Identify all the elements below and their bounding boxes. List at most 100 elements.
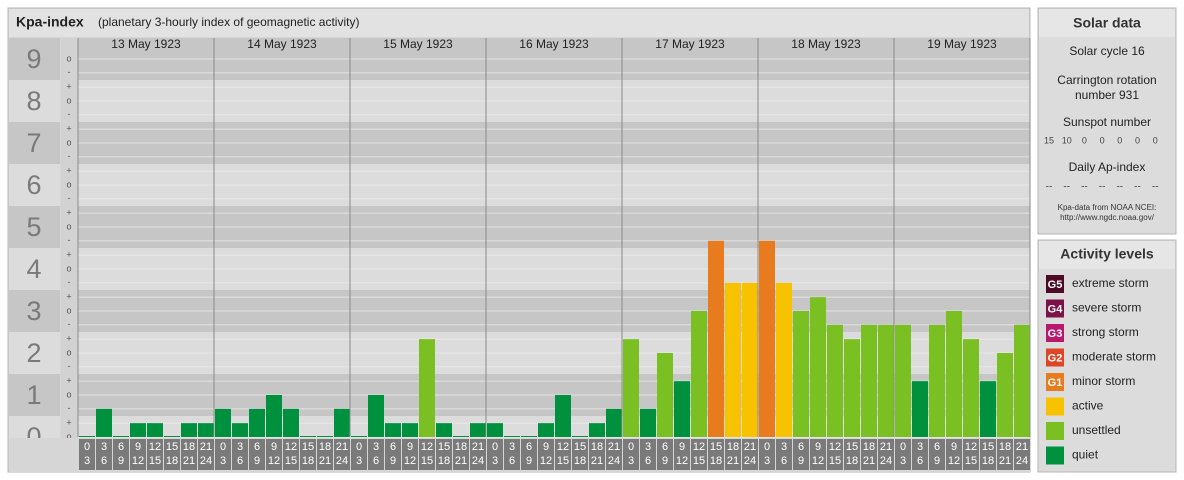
hour-box [300, 439, 316, 470]
legend-badge: G3 [1048, 328, 1063, 340]
hour-box [198, 439, 214, 470]
x-tick-label: 21 [200, 441, 212, 453]
legend-label: extreme storm [1072, 276, 1149, 290]
x-tick-label: 21 [455, 455, 467, 467]
hour-box [1014, 439, 1030, 470]
x-tick-label: 0 [84, 441, 90, 453]
x-tick-label: 9 [135, 441, 141, 453]
legend-label: active [1072, 399, 1104, 413]
y-minor-tick-label: o [66, 179, 71, 189]
hour-box [215, 439, 231, 470]
x-tick-label: 3 [645, 441, 651, 453]
y-label-band [9, 122, 60, 164]
x-tick-label: 3 [781, 441, 787, 453]
bar [317, 436, 333, 437]
legend-title: Activity levels [1060, 246, 1154, 262]
solar-header [1039, 9, 1175, 37]
x-tick-label: 18 [319, 441, 331, 453]
x-tick-label: 0 [900, 441, 906, 453]
y-minor-tick-label: - [68, 193, 71, 203]
x-tick-label: 21 [727, 455, 739, 467]
x-tick-label: 21 [863, 455, 875, 467]
bar [487, 423, 503, 437]
day-label: 19 May 1923 [927, 37, 997, 51]
y-minor-tick-label: - [68, 361, 71, 371]
bar [504, 436, 520, 437]
y-minor-tick-label: + [66, 208, 71, 218]
legend-header [1039, 241, 1175, 269]
bar [844, 339, 860, 437]
x-tick-label: 21 [183, 455, 195, 467]
hour-box [266, 439, 282, 470]
bar [589, 423, 605, 437]
x-tick-label: 3 [628, 455, 634, 467]
hour-box [997, 439, 1013, 470]
y-minor-tick-label: - [68, 277, 71, 287]
x-tick-label: 9 [118, 455, 124, 467]
sunspot-value: 0 [1153, 135, 1158, 145]
bar [79, 436, 95, 437]
hour-box [725, 439, 741, 470]
x-tick-label: 18 [591, 441, 603, 453]
y-minor-tick-label: o [66, 95, 71, 105]
bar [691, 311, 707, 437]
bar [776, 282, 792, 437]
x-tick-label: 18 [727, 441, 739, 453]
source-note: Kpa-data from NOAA NCEI: [1058, 203, 1157, 212]
x-tick-label: 6 [526, 441, 532, 453]
y-minor-tick-label: o [66, 263, 71, 273]
bar [453, 436, 469, 437]
x-tick-label: 6 [917, 455, 923, 467]
hour-box [980, 439, 996, 470]
legend-swatch [1046, 422, 1064, 440]
legend-swatch [1046, 299, 1064, 318]
x-tick-label: 15 [982, 441, 994, 453]
ap-value: -- [1081, 182, 1088, 193]
legend-label: unsettled [1072, 423, 1121, 437]
bar [249, 408, 265, 437]
y-minor-tick-label: o [66, 53, 71, 63]
x-tick-label: 12 [965, 441, 977, 453]
x-tick-label: 9 [951, 441, 957, 453]
hour-box [96, 439, 112, 470]
y-tick-label: 7 [26, 128, 41, 158]
hour-box [810, 439, 826, 470]
solar-title: Solar data [1073, 15, 1141, 31]
hour-box [521, 439, 537, 470]
x-tick-label: 24 [608, 455, 620, 467]
x-tick-label: 15 [574, 441, 586, 453]
y-minor-tick-label: + [66, 376, 71, 386]
hour-box [504, 439, 520, 470]
hour-box [283, 439, 299, 470]
x-tick-label: 21 [472, 441, 484, 453]
bar [147, 423, 163, 437]
hour-box [317, 439, 333, 470]
legend-swatch [1046, 348, 1064, 367]
bar [963, 339, 979, 437]
bar [708, 240, 724, 437]
x-tick-label: 9 [526, 455, 532, 467]
x-tick-label: 0 [492, 441, 498, 453]
legend-badge: G1 [1048, 377, 1063, 389]
x-tick-label: 12 [557, 441, 569, 453]
y-tick-label: 8 [26, 86, 41, 116]
y-minor-tick-label: - [68, 109, 71, 119]
legend-badge: G4 [1048, 303, 1064, 315]
hour-box [963, 439, 979, 470]
x-tick-label: 12 [540, 455, 552, 467]
sunspot-title: Sunspot number [1063, 115, 1151, 129]
y-minor-tick-label: + [66, 292, 71, 302]
bar [657, 353, 673, 437]
y-tick-label: 6 [26, 170, 41, 200]
x-tick-label: 12 [149, 441, 161, 453]
x-tick-label: 24 [744, 455, 756, 467]
x-tick-label: 18 [166, 455, 178, 467]
x-tick-label: 21 [336, 441, 348, 453]
hour-box [674, 439, 690, 470]
legend-label: minor storm [1072, 374, 1135, 388]
legend-label: quiet [1072, 448, 1099, 462]
hour-box [334, 439, 350, 470]
hour-box [606, 439, 622, 470]
x-tick-label: 9 [798, 455, 804, 467]
bar [113, 436, 129, 437]
